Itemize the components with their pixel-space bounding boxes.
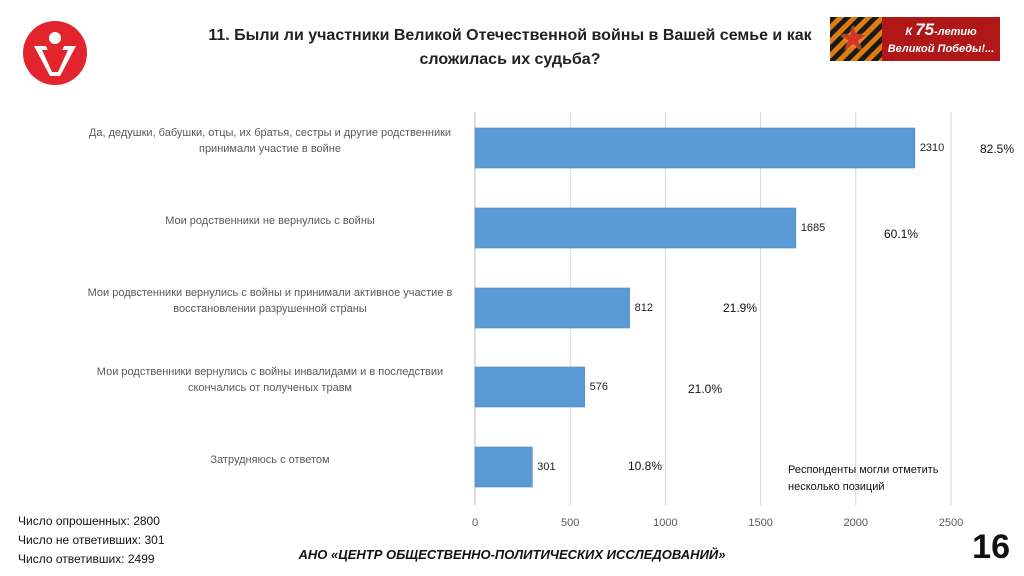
page-number: 16 bbox=[972, 528, 1010, 566]
value-label-3: 576 bbox=[590, 381, 608, 393]
stat-not-answered: Число не ответивших: 301 bbox=[18, 533, 165, 547]
bar-1 bbox=[474, 207, 797, 249]
percent-label-2: 21.9% bbox=[723, 301, 757, 315]
x-tick-label-3: 1500 bbox=[748, 517, 772, 529]
category-label-1: Мои родственники не вернулись с войны bbox=[165, 215, 375, 227]
stat-answered: Число ответивших: 2499 bbox=[18, 552, 155, 566]
value-label-2: 812 bbox=[635, 302, 653, 314]
category-label-1-line-0: Мои родственники не вернулись с войны bbox=[165, 215, 375, 227]
note-line-1: Респонденты могли отметить bbox=[788, 464, 939, 476]
title-line-2: сложилась их судьба? bbox=[419, 51, 601, 68]
footer-organization: АНО «ЦЕНТР ОБЩЕСТВЕННО-ПОЛИТИЧЕСКИХ ИССЛ… bbox=[298, 547, 726, 562]
chart-labels: 0 500 1000 1500 2000 2500 2310 82.5% Да, дедушки… bbox=[88, 127, 1015, 529]
organization-logo-icon bbox=[23, 21, 87, 85]
category-label-4-line-0: Затрудняюсь с ответом bbox=[210, 454, 329, 466]
percent-label-1: 60.1% bbox=[884, 227, 918, 241]
category-label-0-line-0: Да, дедушки, бабушки, отцы, их братья, с… bbox=[89, 127, 451, 139]
bar-4 bbox=[474, 446, 533, 488]
x-tick-label-5: 2500 bbox=[939, 517, 963, 529]
survey-stats: Число опрошенных: 2800 Число не ответивш… bbox=[18, 512, 165, 569]
bar-2 bbox=[474, 287, 630, 329]
category-label-4: Затрудняюсь с ответом bbox=[210, 454, 329, 466]
bar-0 bbox=[474, 127, 916, 169]
st-george-ribbon-icon bbox=[830, 17, 882, 61]
title-line-1: 11. Были ли участники Великой Отечествен… bbox=[208, 27, 812, 44]
category-label-3: Мои родственники вернулись с войны инвал… bbox=[97, 366, 443, 394]
category-label-2-line-1: восстановлении разрушенной страны bbox=[173, 303, 367, 315]
category-label-0-line-1: принимали участие в войне bbox=[199, 143, 341, 155]
percent-label-4: 10.8% bbox=[628, 459, 662, 473]
percent-label-3: 21.0% bbox=[688, 382, 722, 396]
x-tick-label-0: 0 bbox=[472, 517, 478, 529]
category-label-3-line-0: Мои родственники вернулись с войны инвал… bbox=[97, 366, 443, 378]
percent-label-0: 82.5% bbox=[980, 142, 1014, 156]
victory-anniversary-banner: ★ К 75-летию Великой Победы!... bbox=[830, 17, 1000, 61]
x-tick-label-2: 1000 bbox=[653, 517, 677, 529]
banner-suffix: -летию bbox=[934, 26, 977, 38]
banner-line-2: Великой Победы!... bbox=[887, 43, 995, 55]
order-star-icon: ★ bbox=[838, 20, 869, 58]
category-label-0: Да, дедушки, бабушки, отцы, их братья, с… bbox=[89, 127, 451, 155]
value-label-4: 301 bbox=[537, 461, 555, 473]
x-tick-label-1: 500 bbox=[561, 517, 579, 529]
chart-bars bbox=[474, 127, 916, 488]
banner-prefix: К bbox=[905, 26, 913, 38]
value-label-1: 1685 bbox=[801, 222, 825, 234]
category-label-3-line-1: скончались от полученых травм bbox=[188, 382, 352, 394]
bar-3 bbox=[474, 366, 585, 408]
banner-number: 75 bbox=[915, 20, 935, 39]
banner-text: К 75-летию Великой Победы!... bbox=[886, 21, 996, 58]
note-line-2: несколько позиций bbox=[788, 481, 885, 493]
stat-surveyed: Число опрошенных: 2800 bbox=[18, 514, 160, 528]
value-label-0: 2310 bbox=[920, 142, 944, 154]
category-label-2-line-0: Мои родвстенники вернулись с войны и при… bbox=[88, 287, 453, 299]
chart-title: 11. Были ли участники Великой Отечествен… bbox=[150, 24, 870, 72]
chart-note: Респонденты могли отметить несколько поз… bbox=[788, 462, 978, 496]
x-tick-label-4: 2000 bbox=[844, 517, 868, 529]
category-label-2: Мои родвстенники вернулись с войны и при… bbox=[88, 287, 453, 315]
